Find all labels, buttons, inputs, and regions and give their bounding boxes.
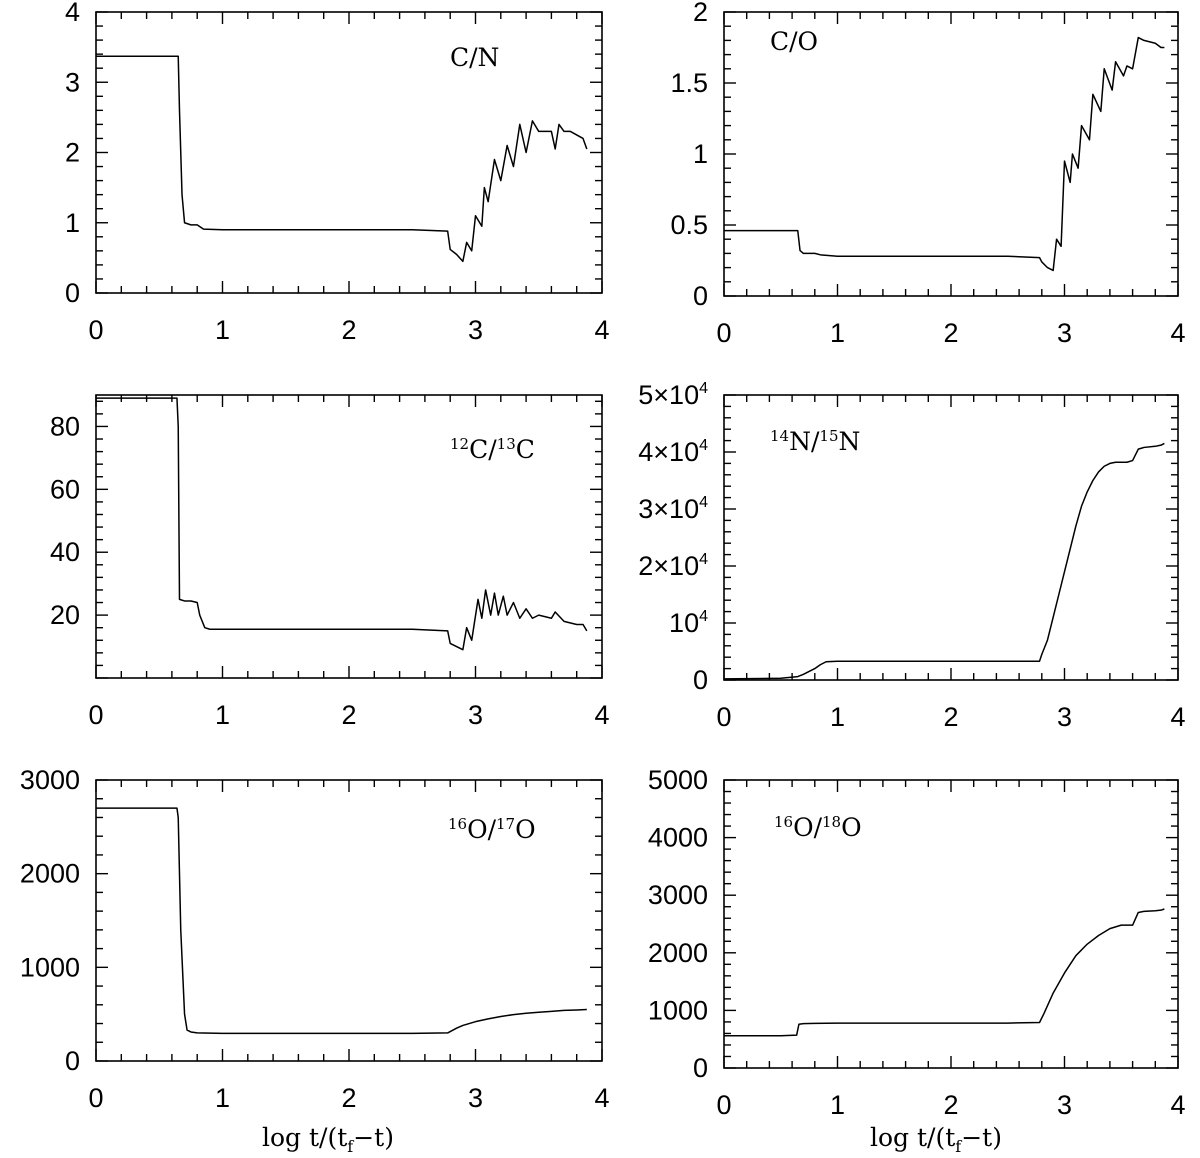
y-tick-label: 0 xyxy=(693,281,708,311)
y-tick-label: 0.5 xyxy=(670,210,708,240)
y-tick-label: 1000 xyxy=(648,995,708,1025)
x-tick-label: 0 xyxy=(88,700,103,730)
y-tick-label: 1000 xyxy=(20,952,80,982)
y-tick-label: 1 xyxy=(65,208,80,238)
x-tick-label: 2 xyxy=(341,315,356,345)
x-tick-label: 1 xyxy=(830,1090,845,1120)
y-tick-label: 1 xyxy=(693,139,708,169)
x-axis-title-right: log t/(tf−t) xyxy=(870,1123,1002,1156)
panel-label-co: C/O xyxy=(770,27,818,56)
y-tick-label: 20 xyxy=(50,600,80,630)
x-tick-label: 2 xyxy=(943,702,958,732)
y-tick-label: 2 xyxy=(693,0,708,27)
x-tick-label: 2 xyxy=(341,1083,356,1113)
x-tick-label: 2 xyxy=(943,1090,958,1120)
x-tick-label: 4 xyxy=(1170,318,1185,348)
x-tick-label: 4 xyxy=(1170,702,1185,732)
x-tick-label: 1 xyxy=(830,702,845,732)
y-tick-label: 5×104 xyxy=(638,380,708,410)
series-line-12c-13c xyxy=(96,397,588,651)
y-tick-label: 4×104 xyxy=(638,437,708,467)
series-line-16o-18o xyxy=(724,908,1165,1037)
panel-label-o16-o18: 16O/18O xyxy=(774,813,862,842)
y-tick-label: 40 xyxy=(50,537,80,567)
x-tick-label: 0 xyxy=(716,1090,731,1120)
panel-n14-n15: 14N/15N 0 1 2 3 4 0 104 2×104 3×104 4×104 5×104 xyxy=(638,380,1185,732)
y-tick-label: 3000 xyxy=(20,765,80,795)
x-tick-label: 4 xyxy=(594,315,609,345)
panel-label-cn: C/N xyxy=(450,43,499,72)
x-tick-label: 2 xyxy=(341,700,356,730)
y-tick-label: 0 xyxy=(693,665,708,695)
panel-label-n14-n15: 14N/15N xyxy=(770,427,860,456)
panel-co: C/O 0 1 2 3 4 0 0.5 1 1.5 2 xyxy=(670,0,1185,348)
series-line-14n-15n xyxy=(723,442,1165,680)
series-line-c-o xyxy=(724,36,1165,272)
y-tick-label: 2×104 xyxy=(638,551,708,581)
x-tick-label: 1 xyxy=(215,315,230,345)
y-tick-label: 4000 xyxy=(648,823,708,853)
series-line-16o-17o xyxy=(96,807,587,1035)
panel-label-c12-c13: 12C/13C xyxy=(450,435,535,464)
x-tick-label: 1 xyxy=(830,318,845,348)
x-tick-label: 0 xyxy=(716,318,731,348)
panel-o16-o17: 16O/17O 0 1 2 3 4 0 1000 2000 3000 xyxy=(20,765,610,1113)
y-tick-label: 0 xyxy=(65,1046,80,1076)
y-tick-label: 60 xyxy=(50,474,80,504)
x-tick-label: 3 xyxy=(468,315,483,345)
y-tick-label: 2000 xyxy=(20,859,80,889)
x-tick-label: 1 xyxy=(215,1083,230,1113)
y-tick-label: 2 xyxy=(65,138,80,168)
y-tick-label: 4 xyxy=(65,0,80,27)
x-tick-label: 3 xyxy=(468,700,483,730)
x-tick-label: 0 xyxy=(88,315,103,345)
y-tick-label: 104 xyxy=(669,608,708,638)
x-tick-label: 3 xyxy=(1057,1090,1072,1120)
y-tick-label: 3000 xyxy=(648,880,708,910)
x-axis-title-left: log t/(tf−t) xyxy=(262,1123,394,1156)
y-tick-label: 0 xyxy=(693,1053,708,1083)
x-tick-label: 4 xyxy=(1170,1090,1185,1120)
y-tick-label: 80 xyxy=(50,411,80,441)
x-tick-label: 3 xyxy=(468,1083,483,1113)
y-tick-label: 1.5 xyxy=(670,68,708,98)
y-tick-label: 0 xyxy=(65,278,80,308)
panel-cn: C/N 0 1 2 3 4 0 1 2 3 4 xyxy=(65,0,610,345)
panel-c12-c13: 12C/13C 0 1 2 3 4 20 40 60 80 xyxy=(50,394,610,730)
x-tick-label: 0 xyxy=(716,702,731,732)
x-tick-label: 4 xyxy=(594,1083,609,1113)
y-tick-label: 2000 xyxy=(648,938,708,968)
panel-label-o16-o17: 16O/17O xyxy=(448,815,536,844)
panel-o16-o18: 16O/18O 0 1 2 3 4 0 1000 2000 3000 4000 5000 xyxy=(648,765,1186,1120)
y-tick-label: 5000 xyxy=(648,765,708,795)
x-tick-label: 2 xyxy=(943,318,958,348)
x-tick-label: 1 xyxy=(215,700,230,730)
x-tick-label: 3 xyxy=(1057,318,1072,348)
x-tick-label: 4 xyxy=(594,700,609,730)
series-line-c-n xyxy=(96,55,588,263)
y-tick-label: 3×104 xyxy=(638,494,708,524)
x-tick-label: 3 xyxy=(1057,702,1072,732)
x-tick-label: 0 xyxy=(88,1083,103,1113)
y-tick-label: 3 xyxy=(65,67,80,97)
